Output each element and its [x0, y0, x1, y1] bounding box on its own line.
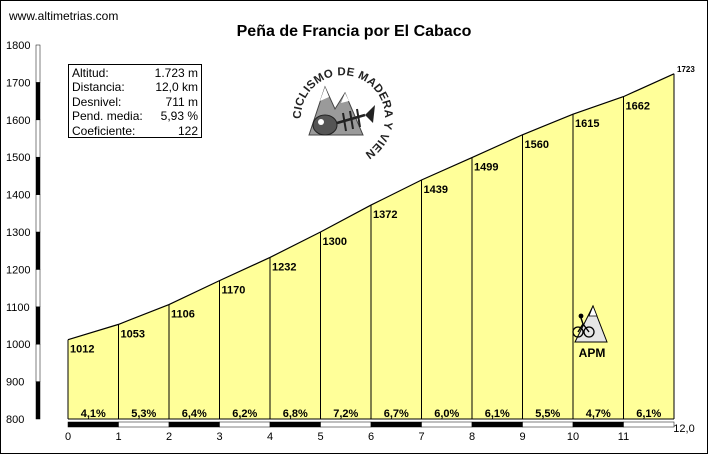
x-tick-label: 6	[368, 431, 374, 443]
y-axis-segment	[35, 119, 41, 158]
y-tick-label: 1700	[6, 77, 30, 89]
y-axis-segment	[35, 306, 41, 345]
summit-altitude-label: 1723	[677, 65, 695, 74]
y-axis-segment	[35, 194, 41, 233]
y-tick-label: 800	[6, 414, 24, 426]
x-tick-label: 3	[216, 431, 222, 443]
altitude-label: 1372	[373, 209, 397, 221]
stat-label: Distancia:	[72, 80, 125, 95]
x-axis-segment	[219, 421, 271, 428]
gradient-label: 6,4%	[182, 408, 207, 420]
y-axis-segment	[35, 343, 41, 382]
y-tick-label: 1200	[6, 264, 30, 276]
altitude-label: 1439	[424, 184, 448, 196]
stat-label: Coeficiente:	[72, 123, 136, 138]
x-axis-segment	[522, 421, 574, 428]
gradient-label: 6,1%	[485, 408, 510, 420]
altitude-label: 1053	[121, 328, 145, 340]
gradient-label: 7,2%	[333, 408, 358, 420]
x-tick-label: 8	[469, 431, 475, 443]
cyclist-mountain-icon: APM	[572, 304, 608, 360]
x-tick-label: 11	[618, 431, 629, 443]
stat-label: Pend. media:	[72, 109, 143, 124]
gradient-label: 6,7%	[384, 408, 409, 420]
y-tick-label: 1600	[6, 115, 30, 127]
x-tick-label: 5	[317, 431, 323, 443]
x-tick-label: 4	[267, 431, 273, 443]
stat-value: 12,0 km	[155, 80, 198, 95]
y-tick-label: 900	[6, 377, 24, 389]
stats-box: Altitud: 1.723 m Distancia: 12,0 km Desn…	[68, 64, 202, 138]
altitude-label: 1560	[525, 139, 549, 151]
x-axis-segment	[118, 421, 170, 428]
altitude-label: 1662	[626, 101, 650, 113]
stat-row-elevation-gain: Desnivel: 711 m	[72, 95, 198, 109]
x-end-label: 12,0	[673, 423, 694, 435]
gradient-label: 6,0%	[434, 408, 459, 420]
x-axis-segment	[370, 421, 422, 428]
stat-value: 5,93 %	[160, 109, 198, 124]
stat-row-average-gradient: Pend. media: 5,93 %	[72, 109, 198, 123]
y-axis-segment	[35, 44, 41, 83]
fish-skeleton-mountain-logo: CICLISMO DE MADERA Y VIENTO	[287, 57, 394, 161]
stat-value: 122	[177, 123, 198, 138]
x-tick-label: 1	[115, 431, 121, 443]
x-axis-segment	[471, 421, 523, 428]
apm-label: APM	[579, 346, 606, 360]
altitude-label: 1615	[575, 118, 599, 130]
gradient-label: 6,1%	[636, 408, 661, 420]
y-tick-label: 1500	[6, 152, 30, 164]
stat-row-coefficient: Coeficiente: 122	[72, 124, 198, 138]
x-axis-segment	[67, 421, 119, 428]
y-tick-label: 1400	[6, 190, 30, 202]
gradient-label: 5,5%	[535, 408, 560, 420]
stat-label: Desnivel:	[72, 94, 122, 109]
chart-title: Peña de Francia por El Cabaco	[236, 23, 472, 40]
y-tick-label: 1800	[6, 40, 30, 52]
x-tick-label: 2	[166, 431, 172, 443]
stat-label: Altitud:	[72, 66, 109, 80]
x-tick-label: 7	[418, 431, 424, 443]
y-tick-label: 1100	[6, 302, 30, 314]
y-axis-segment	[35, 381, 41, 420]
x-axis-segment	[421, 421, 473, 428]
altitude-label: 1012	[70, 344, 94, 356]
y-axis-segment	[35, 231, 41, 270]
altitude-label: 1106	[171, 309, 195, 321]
y-axis-segment	[35, 269, 41, 308]
x-tick-label: 9	[519, 431, 525, 443]
altitude-label: 1170	[222, 285, 246, 297]
altitude-label: 1232	[272, 261, 296, 273]
gradient-label: 6,2%	[232, 408, 257, 420]
x-axis-segment	[572, 421, 624, 428]
stat-value: 1.723 m	[154, 66, 198, 80]
gradient-label: 5,3%	[131, 408, 156, 420]
x-axis-segment	[269, 421, 321, 428]
stat-value: 711 m	[165, 94, 198, 109]
gradient-label: 4,7%	[586, 408, 611, 420]
site-url: www.altimetrias.com	[9, 9, 119, 23]
y-tick-label: 1000	[6, 339, 30, 351]
stat-row-distance: Distancia: 12,0 km	[72, 80, 198, 94]
y-axis-segment	[35, 156, 41, 195]
x-tick-label: 10	[567, 431, 579, 443]
altitude-label: 1499	[474, 162, 498, 174]
x-tick-label: 0	[65, 431, 71, 443]
y-tick-label: 1300	[6, 227, 30, 239]
gradient-label: 6,8%	[283, 408, 308, 420]
x-axis-segment	[320, 421, 372, 428]
altitude-label: 1300	[323, 236, 347, 248]
x-axis-segment	[623, 421, 675, 428]
x-axis-segment	[168, 421, 220, 428]
gradient-label: 4,1%	[81, 408, 106, 420]
stat-row-altitude: Altitud: 1.723 m	[72, 66, 198, 80]
y-axis-segment	[35, 82, 41, 121]
